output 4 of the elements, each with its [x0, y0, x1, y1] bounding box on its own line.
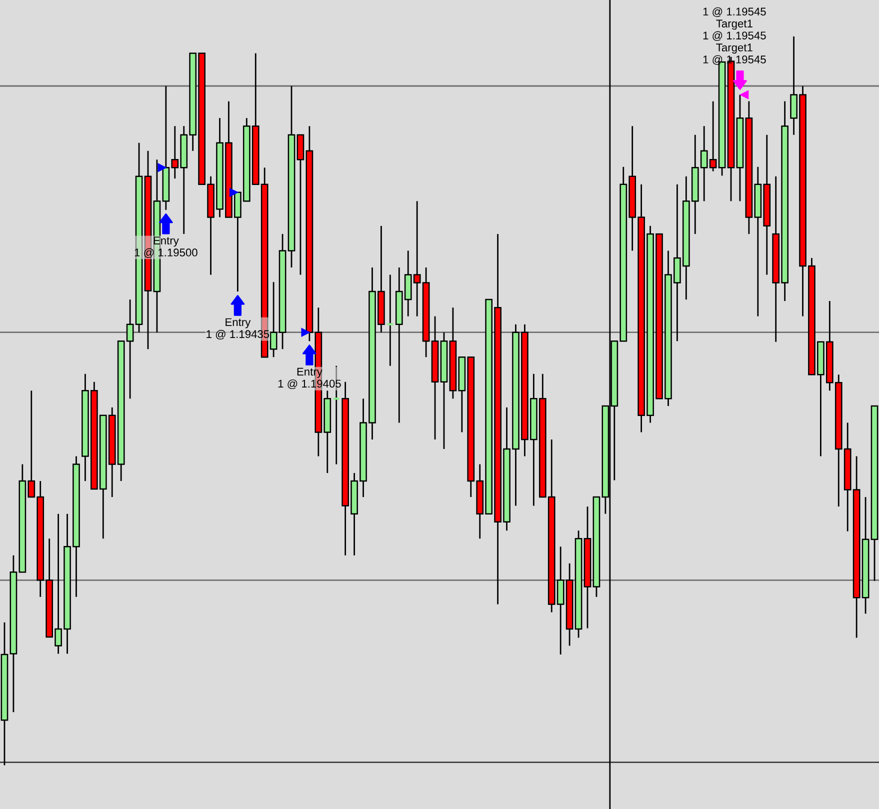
- candlestick: [386, 274, 394, 367]
- annotation: Entry 1 @ 1.19435: [206, 318, 270, 340]
- annotation: Entry 1 @ 1.19500: [134, 236, 198, 258]
- annotation: Entry 1 @ 1.19405: [278, 368, 341, 390]
